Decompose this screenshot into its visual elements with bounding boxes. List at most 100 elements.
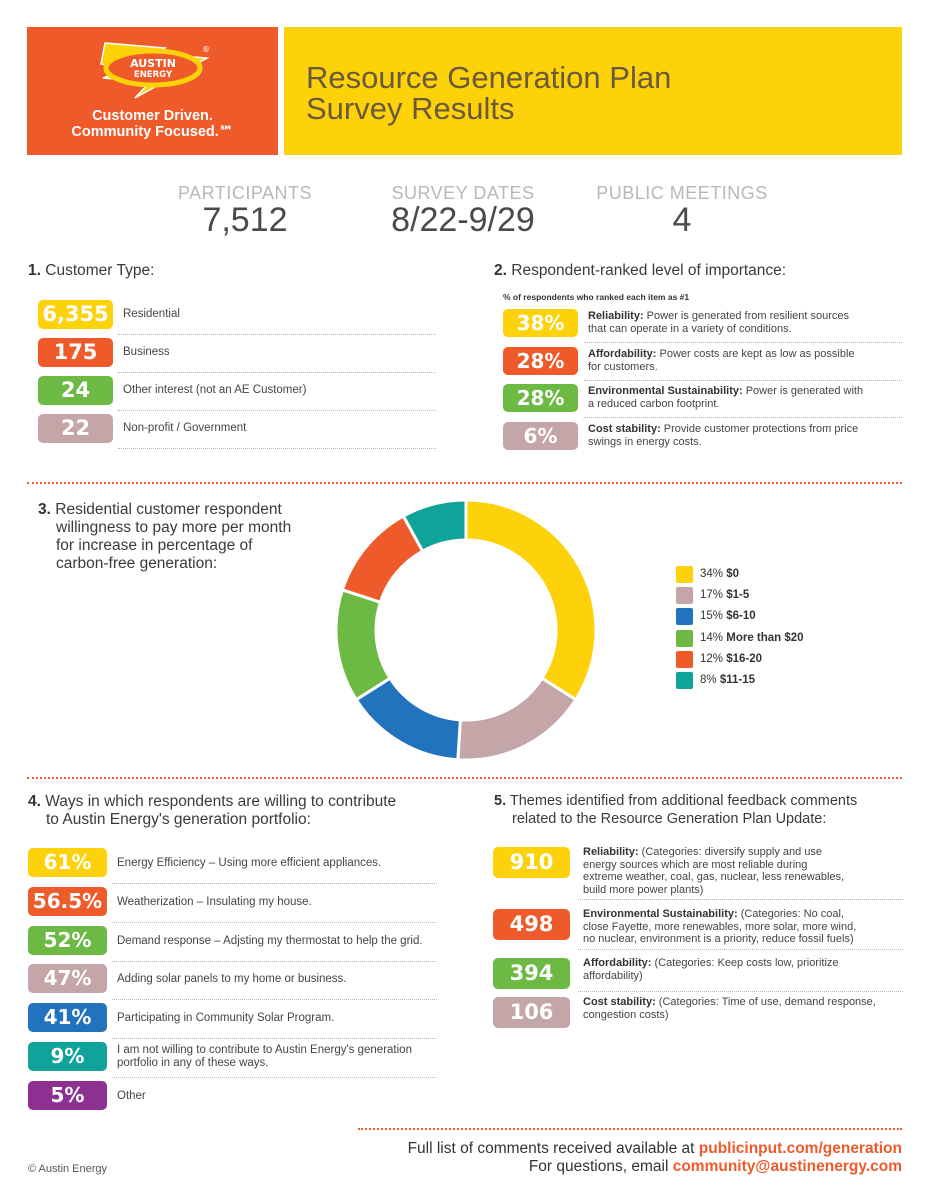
- footer-comments-line: Full list of comments received available…: [408, 1140, 902, 1158]
- section-4-title-line-2: to Austin Energy's generation portfolio:: [46, 811, 311, 828]
- stat-participants-label: PARTICIPANTS: [177, 183, 313, 203]
- legend-percent: 12%: [700, 652, 724, 665]
- theme-name: Affordability:: [583, 957, 652, 969]
- contribution-value-badge: 9%: [28, 1042, 107, 1071]
- section-4-title: 4. Ways in which respondents are willing…: [28, 793, 396, 829]
- legend-label: 8% $11-15: [700, 674, 755, 686]
- section-4-number: 4.: [28, 793, 41, 810]
- legend-percent: 15%: [700, 610, 724, 623]
- theme-desc-line: energy sources which are most reliable d…: [583, 858, 808, 871]
- theme-name: Cost stability:: [583, 996, 656, 1008]
- row-divider: [112, 921, 437, 923]
- contribution-label-line-1: Other: [117, 1089, 146, 1102]
- theme-desc-line: build more power plants): [583, 883, 704, 896]
- contribution-label-line-1: Demand response – Adjsting my thermostat…: [117, 934, 423, 947]
- section-divider-2: [27, 777, 902, 779]
- logo-text-2: ENERGY: [134, 70, 173, 80]
- importance-value-badge: 28%: [503, 346, 578, 375]
- theme-description: Affordability: (Categories: Keep costs l…: [583, 957, 903, 982]
- legend-category: $1-5: [726, 589, 750, 602]
- stat-participants-value: 7,512: [202, 201, 288, 239]
- tagline-line-2: Community Focused.℠: [71, 124, 234, 140]
- row-divider: [578, 899, 903, 900]
- theme-count-badge: 394: [493, 958, 570, 989]
- copyright: © Austin Energy: [28, 1163, 108, 1175]
- importance-desc-line-2: swings in energy costs.: [588, 435, 702, 448]
- community-email-link[interactable]: community@austinenergy.com: [672, 1158, 902, 1175]
- section-3-title-line-4: carbon-free generation:: [56, 555, 218, 572]
- page-title: Resource Generation Plan Survey Results: [306, 62, 671, 124]
- legend-percent: 17%: [700, 589, 724, 602]
- row-divider: [112, 960, 437, 962]
- importance-description: Cost stability: Provide customer protect…: [588, 423, 888, 449]
- section-5-title-line-2: related to the Resource Generation Plan …: [512, 811, 827, 827]
- stat-survey-dates-label: SURVEY DATES: [391, 183, 535, 203]
- donut-slice-more-than-20: [334, 587, 393, 702]
- legend-category: $16-20: [726, 652, 763, 665]
- theme-desc-line: close Fayette, more renewables, more sol…: [583, 920, 857, 933]
- row-divider: [584, 417, 902, 418]
- contribution-value-badge: 47%: [28, 964, 107, 994]
- row-divider: [578, 991, 903, 992]
- contribution-label: Demand response – Adjsting my thermostat…: [117, 935, 447, 948]
- contribution-value-badge: 41%: [28, 1003, 107, 1033]
- contribution-label: Adding solar panels to my home or busine…: [117, 973, 447, 986]
- contribution-label-line-1: Energy Efficiency – Using more efficient…: [117, 857, 382, 869]
- legend-label: 17% $1-5: [700, 589, 749, 601]
- importance-name: Reliability:: [588, 310, 644, 322]
- row-divider: [118, 410, 436, 411]
- theme-desc-line: no nuclear, environment is a priority, r…: [583, 933, 854, 945]
- importance-description: Environmental Sustainability: Power is g…: [588, 385, 888, 411]
- row-divider: [118, 334, 436, 335]
- legend-swatch: [676, 587, 693, 605]
- row-divider: [578, 948, 903, 950]
- contribution-label-line-1: I am not willing to contribute to Austin…: [117, 1044, 412, 1056]
- footer-comments-text: Full list of comments received available…: [407, 1140, 699, 1157]
- tagline: Customer Driven. Community Focused.℠: [27, 108, 278, 140]
- section-5-number: 5.: [494, 793, 507, 809]
- contribution-label: Participating in Community Solar Program…: [117, 1012, 447, 1025]
- importance-name: Affordability:: [588, 347, 657, 360]
- section-3-title: 3. Residential customer respondent willi…: [38, 501, 291, 573]
- contribution-label-line-2: portfolio in any of these ways.: [117, 1057, 269, 1069]
- legend-percent: 34%: [700, 568, 724, 580]
- theme-desc-line: affordability): [583, 969, 643, 982]
- row-divider: [112, 883, 437, 884]
- row-divider: [584, 342, 902, 343]
- footer-divider: [358, 1128, 902, 1130]
- section-1-title-text: Customer Type:: [45, 262, 155, 279]
- theme-description: Cost stability: (Categories: Time of use…: [583, 996, 903, 1021]
- stat-survey-dates: SURVEY DATES 8/22-9/29: [368, 183, 558, 237]
- footer-email-text: For questions, email: [528, 1158, 673, 1175]
- importance-desc-line-1: Power is generated with: [742, 385, 864, 397]
- page-title-line-1: Resource Generation Plan: [306, 60, 672, 95]
- section-2-title-text: Respondent-ranked level of importance:: [511, 262, 787, 279]
- theme-count-badge: 498: [493, 909, 570, 940]
- importance-desc-line-1: Power is generated from resilient source…: [643, 310, 850, 322]
- theme-desc-line: congestion costs): [583, 1008, 669, 1021]
- tagline-line-1: Customer Driven.: [92, 108, 213, 124]
- legend-category: $11-15: [719, 674, 756, 686]
- row-divider: [112, 999, 437, 1001]
- theme-name: Reliability:: [583, 846, 639, 858]
- contribution-label: Energy Efficiency – Using more efficient…: [117, 857, 447, 870]
- section-4-title-line-1: Ways in which respondents are willing to…: [45, 793, 397, 810]
- logo-text-1: AUSTIN: [130, 57, 176, 70]
- theme-description: Environmental Sustainability: (Categorie…: [583, 908, 903, 946]
- logo-registered-mark: ®: [202, 45, 210, 54]
- legend-swatch: [676, 629, 693, 647]
- section-3-number: 3.: [38, 501, 51, 518]
- row-divider: [118, 448, 436, 449]
- importance-desc-line-2: a reduced carbon footprint.: [588, 398, 720, 410]
- section-3-title-line-2: willingness to pay more per month: [56, 519, 292, 536]
- importance-value-badge: 38%: [503, 309, 578, 337]
- importance-name: Environmental Sustainability:: [588, 385, 743, 397]
- publicinput-link[interactable]: publicinput.com/generation: [698, 1140, 902, 1157]
- stat-public-meetings-value: 4: [672, 201, 692, 239]
- legend-label: 15% $6-10: [700, 610, 756, 622]
- contribution-value-badge: 56.5%: [28, 886, 107, 916]
- austin-energy-logo: AUSTIN ENERGY ®: [95, 40, 215, 100]
- importance-value-badge: 6%: [503, 421, 578, 450]
- legend-category: $0: [726, 568, 740, 580]
- customer-type-label: Business: [123, 346, 170, 358]
